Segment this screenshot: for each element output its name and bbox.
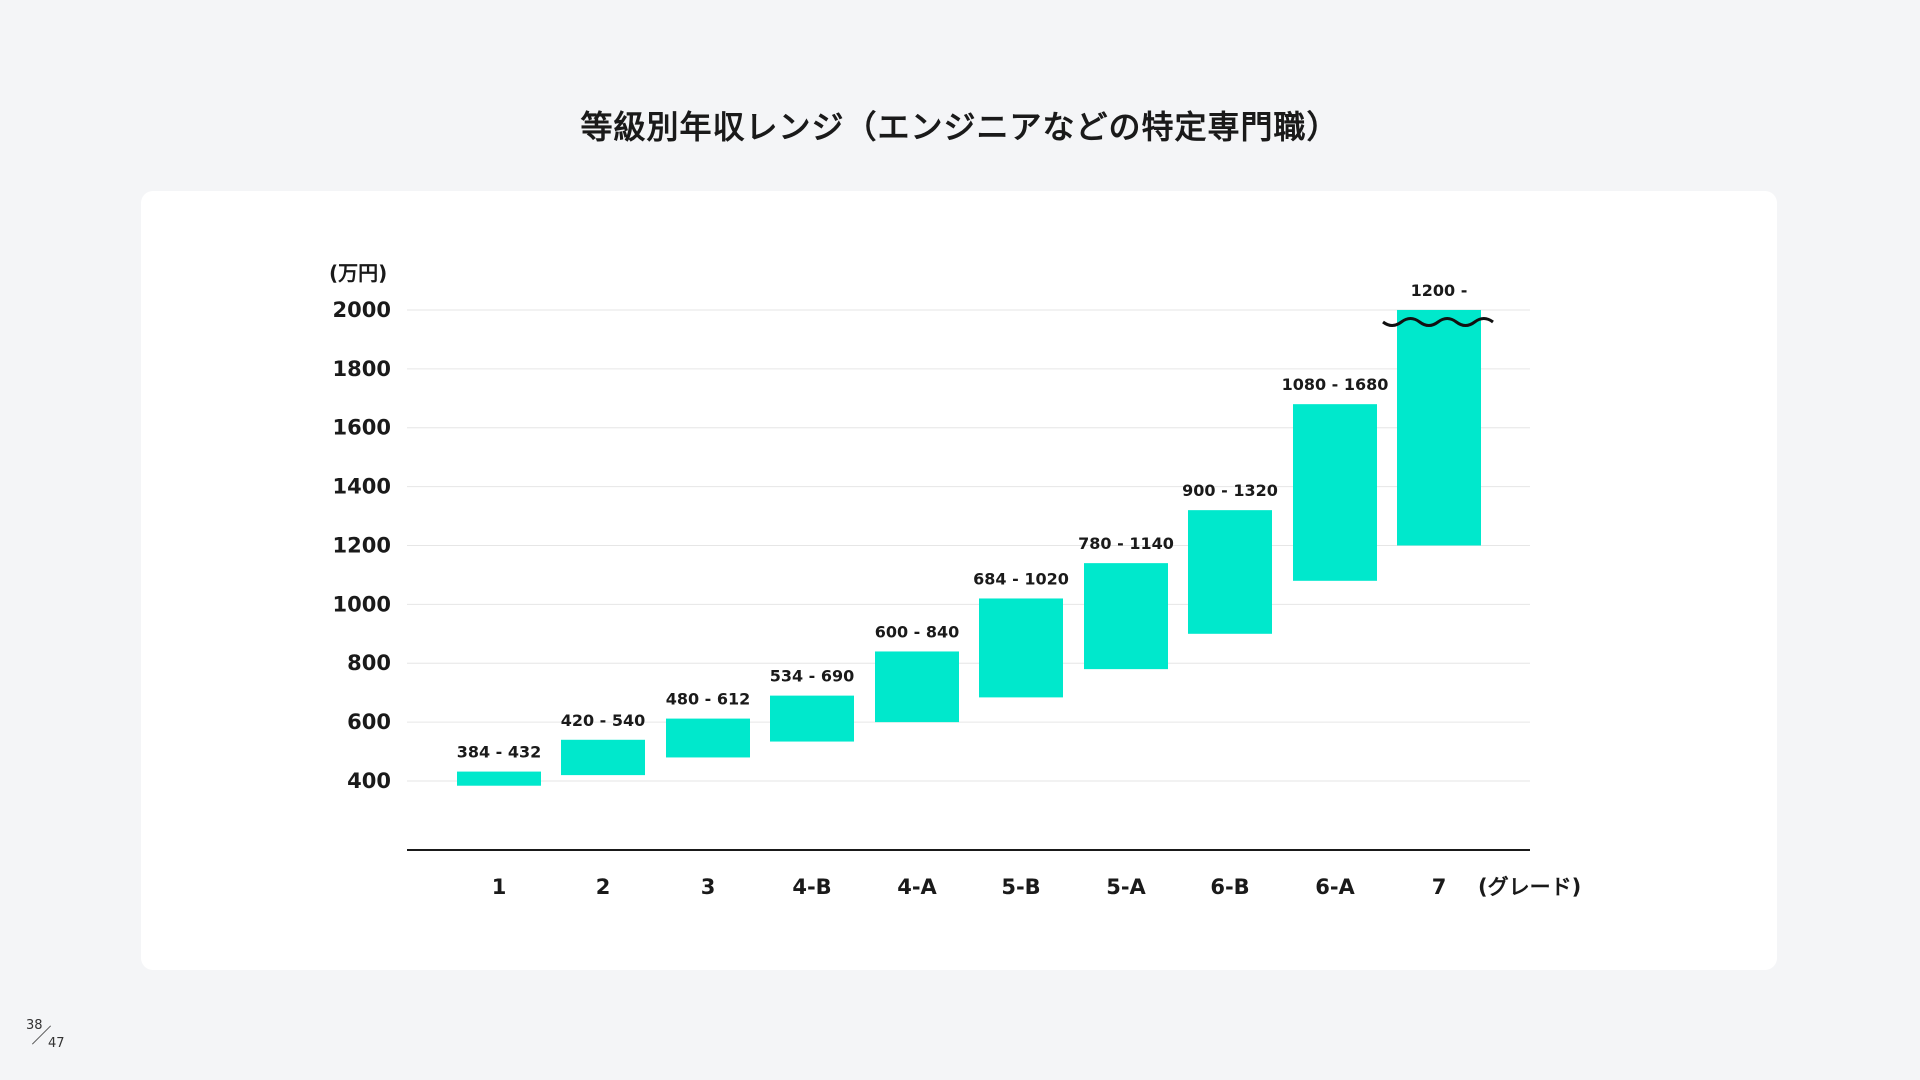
x-tick-label: 6-B bbox=[1210, 875, 1249, 899]
x-axis-label: (グレード) bbox=[1478, 875, 1581, 899]
y-tick-label: 1800 bbox=[333, 357, 391, 381]
x-tick-label: 7 bbox=[1432, 875, 1447, 899]
axis-break-wave bbox=[1382, 317, 1494, 327]
x-tick-label: 1 bbox=[492, 875, 507, 899]
range-bar bbox=[561, 739, 645, 776]
page-total: 47 bbox=[48, 1036, 65, 1051]
range-bar bbox=[979, 598, 1063, 698]
page-title: 等級別年収レンジ（エンジニアなどの特定専門職） bbox=[580, 108, 1340, 146]
data-label: 534 - 690 bbox=[770, 667, 855, 686]
data-label: 420 - 540 bbox=[561, 711, 646, 730]
data-label: 684 - 1020 bbox=[973, 569, 1069, 588]
y-axis-label: (万円) bbox=[329, 261, 387, 285]
range-bar bbox=[770, 695, 854, 742]
y-tick-label: 400 bbox=[347, 769, 391, 793]
page-indicator: 38 47 bbox=[26, 1018, 76, 1054]
data-label: 900 - 1320 bbox=[1182, 481, 1278, 500]
x-tick-label: 4-B bbox=[792, 875, 831, 899]
data-label: 1080 - 1680 bbox=[1282, 375, 1389, 394]
range-bar bbox=[1188, 510, 1272, 634]
y-tick-label: 1400 bbox=[333, 475, 391, 499]
range-bar bbox=[1084, 563, 1168, 670]
chart-card: 400 600 800 1000 1200 1400 1600 1800 2000 (万円) 384… bbox=[141, 191, 1777, 970]
y-tick-label: 1000 bbox=[333, 592, 391, 616]
range-bar bbox=[457, 771, 541, 786]
range-bar bbox=[1293, 404, 1377, 581]
x-tick-label: 6-A bbox=[1315, 875, 1355, 899]
data-label: 384 - 432 bbox=[457, 743, 542, 762]
y-tick-label: 800 bbox=[347, 651, 391, 675]
x-tick-label: 2 bbox=[596, 875, 611, 899]
x-tick-label: 3 bbox=[701, 875, 716, 899]
x-tick-label: 5-B bbox=[1001, 875, 1040, 899]
y-tick-label: 2000 bbox=[333, 298, 391, 322]
range-bar bbox=[666, 718, 750, 758]
data-label: 480 - 612 bbox=[666, 690, 751, 709]
data-label: 600 - 840 bbox=[875, 622, 960, 641]
range-bar bbox=[1397, 309, 1481, 546]
page-current: 38 bbox=[26, 1018, 43, 1033]
range-bar-chart: 400 600 800 1000 1200 1400 1600 1800 2000 (万円) 384… bbox=[329, 261, 1581, 899]
x-tick-label: 5-A bbox=[1106, 875, 1146, 899]
x-tick-label: 4-A bbox=[897, 875, 937, 899]
y-tick-label: 600 bbox=[347, 710, 391, 734]
range-bar bbox=[875, 651, 959, 723]
y-tick-label: 1600 bbox=[333, 416, 391, 440]
data-label: 1200 - bbox=[1411, 281, 1468, 300]
data-label: 780 - 1140 bbox=[1078, 534, 1174, 553]
y-tick-label: 1200 bbox=[333, 533, 391, 557]
